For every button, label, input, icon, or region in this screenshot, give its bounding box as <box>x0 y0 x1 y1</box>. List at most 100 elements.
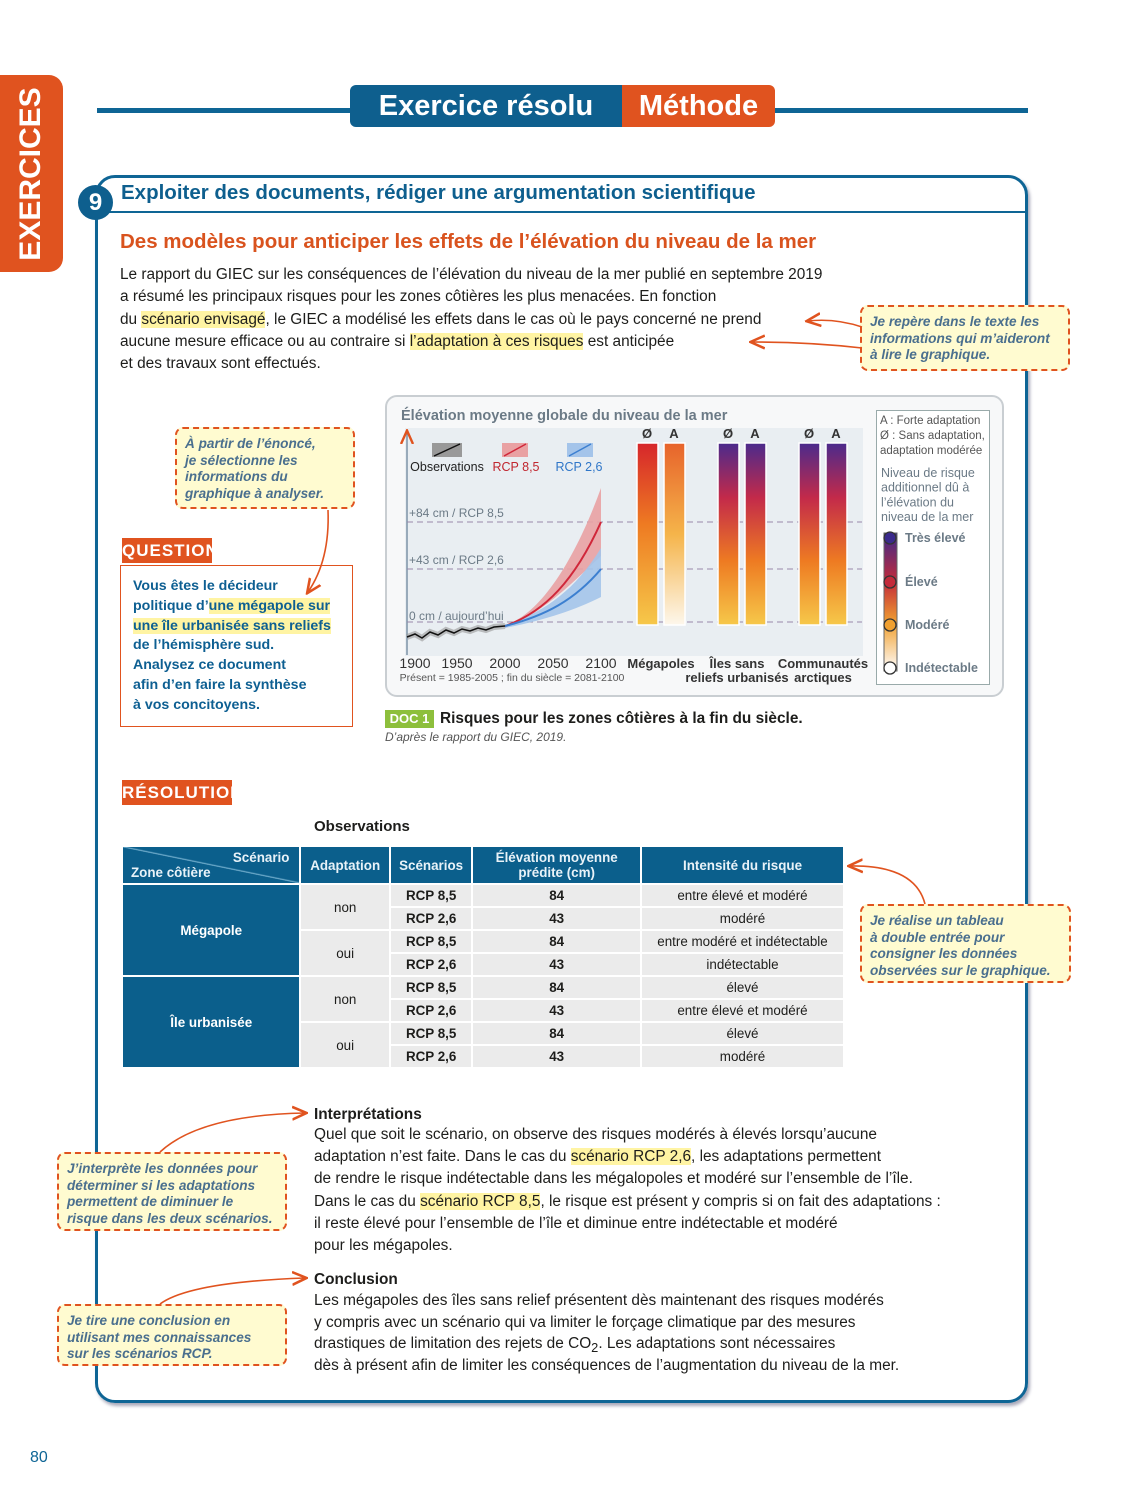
highlight: scénario RCP 2,6 <box>570 1148 692 1166</box>
exercise-subtitle: Des modèles pour anticiper les effets de… <box>120 230 817 253</box>
table-cell: RCP 8,5 <box>388 1021 474 1046</box>
table-cell: 84 <box>471 975 642 1000</box>
text-line: il reste élevé pour l’ensemble de l’île … <box>314 1215 838 1233</box>
table-cell: modéré <box>640 906 845 931</box>
column-header: Élévation moyenne prédite (cm) <box>471 845 642 885</box>
table-cell: RCP 2,6 <box>388 1044 474 1069</box>
callout-line: Je tire une conclusion en <box>67 1313 231 1328</box>
header-tab: Méthode <box>622 85 775 127</box>
text-line: a résumé les principaux risques pour les… <box>120 288 716 306</box>
corner-bottom: Zone côtière <box>131 865 211 880</box>
adaptation-cell: non <box>299 883 391 931</box>
table-row: Île urbanisée non RCP 8,5 84 élevé <box>120 975 845 1069</box>
question-label: QUESTION <box>122 538 218 563</box>
text-span: de rendre le risque indétectable dans le… <box>314 1170 913 1188</box>
text-line: afin d’en faire la synthèse <box>133 677 306 693</box>
table-row: RCP 2,6 43 entre élevé et modéré <box>122 998 845 1023</box>
corner-top: Scénario <box>232 850 290 865</box>
question-box: Vous êtes le décideur politique d’une még… <box>120 565 353 727</box>
exercise-title: Exploiter des documents, rédiger une arg… <box>121 181 756 204</box>
text-line: Dans le cas du scénario RCP 8,5, le risq… <box>314 1192 941 1211</box>
text-line: dès à présent afin de limiter les conséq… <box>314 1357 899 1375</box>
highlight: l’adaptation à ces risques <box>409 332 584 350</box>
callout: Je repère dans le texte les informations … <box>860 305 1070 371</box>
text-span: afin d’en faire la synthèse <box>133 677 307 693</box>
plot-area <box>405 428 863 656</box>
callout: J’interprète les données pour déterminer … <box>57 1152 287 1231</box>
text-line: adaptation n’est faite. Dans le cas du s… <box>314 1148 881 1166</box>
callout-line: informations du <box>185 469 288 484</box>
table-cell: 43 <box>471 906 642 931</box>
table-row: RCP 2,6 43 indétectable <box>122 952 845 977</box>
text-span: . Les adaptations sont nécessaires <box>598 1335 836 1353</box>
text-span: dès à présent afin de limiter les conséq… <box>314 1356 900 1374</box>
zone-cell: Mégapole <box>120 883 302 977</box>
title-rule <box>95 211 1028 213</box>
callout-line: observées sur le graphique. <box>870 962 1051 978</box>
sidebar-label: EXERCICES <box>14 87 47 261</box>
text-span: y compris avec un scénario qui va limite… <box>314 1313 856 1331</box>
table-cell: RCP 8,5 <box>388 975 474 1000</box>
text-line: Les mégapoles des îles sans relief prése… <box>314 1292 884 1310</box>
text-line: et des travaux sont effectués. <box>120 355 321 373</box>
column-header: Scénarios <box>388 845 474 885</box>
table-cell: élevé <box>640 975 845 1000</box>
table-cell: indétectable <box>640 952 845 977</box>
text-line: de rendre le risque indétectable dans le… <box>314 1170 913 1188</box>
text-span: est anticipée <box>583 332 675 350</box>
interpretation-heading: Interprétations <box>314 1106 422 1123</box>
highlight: scénario RCP 8,5 <box>420 1192 541 1210</box>
callout-line: sur les scénarios RCP. <box>67 1346 213 1361</box>
text-line: Analysez ce document <box>133 657 286 673</box>
text-line: à vos concitoyens. <box>133 697 260 713</box>
text-line: une île urbanisée sans reliefs <box>133 617 331 634</box>
text-span: aucune mesure efficace ou au contraire s… <box>120 332 410 350</box>
callout-line: consigner les données <box>870 946 1018 961</box>
table-cell: RCP 2,6 <box>388 906 474 931</box>
text-line: aucune mesure efficace ou au contraire s… <box>120 332 675 351</box>
table-cell: 43 <box>471 952 642 977</box>
corner-cell: Scénario Zone côtière <box>120 845 302 885</box>
header-row: Scénario Zone côtière Adaptation Scénarios É… <box>120 845 845 885</box>
risk-key <box>876 410 990 685</box>
callout-line: J’interprète les données pour <box>67 1161 258 1176</box>
table-cell: 84 <box>471 1021 642 1046</box>
resolution-label: RÉSOLUTION <box>122 780 242 805</box>
table-row: oui RCP 8,5 84 entre modéré et indétectable <box>122 929 845 977</box>
text-line: pour les mégapoles. <box>314 1237 453 1255</box>
table-cell: RCP 2,6 <box>388 998 474 1023</box>
callout-line: permettent de diminuer le <box>67 1194 234 1209</box>
exercise-frame <box>95 175 1028 1403</box>
text-line: Quel que soit le scénario, on observe de… <box>314 1126 877 1144</box>
text-span: et des travaux sont effectués. <box>120 355 321 373</box>
callout-line: je sélectionne les <box>185 452 298 468</box>
text-span: Dans le cas du <box>314 1192 421 1210</box>
doc-title: Risques pour les zones côtières à la fin… <box>440 710 803 727</box>
text-span: a résumé les principaux risques pour les… <box>120 288 717 306</box>
text-span: , le risque est présent y compris si on … <box>540 1192 941 1210</box>
callout-line: utilisant mes connaissances <box>67 1329 252 1345</box>
text-span: à vos concitoyens. <box>133 696 260 713</box>
table-cell: RCP 8,5 <box>388 929 474 954</box>
table-cell: RCP 8,5 <box>388 883 474 908</box>
table-row: RCP 2,6 43 modéré <box>122 1044 845 1069</box>
callout-line: À partir de l’énoncé, <box>185 436 316 451</box>
text-span: Vous êtes le décideur <box>133 578 278 594</box>
table-row: Mégapole non RCP 8,5 84 entre élevé et modér… <box>120 883 845 977</box>
text-line: du scénario envisagé, le GIEC a modélisé… <box>120 310 761 329</box>
conclusion-heading: Conclusion <box>314 1271 398 1288</box>
table-cell: RCP 2,6 <box>388 952 474 977</box>
table-cell: 43 <box>471 998 642 1023</box>
callout-line: Je réalise un tableau <box>870 913 1004 928</box>
callout-line: déterminer si les adaptations <box>67 1177 256 1193</box>
table-cell: 84 <box>471 929 642 954</box>
table-cell: 84 <box>471 883 642 908</box>
text-span: du <box>120 310 142 328</box>
text-line: de l’hémisphère sud. <box>133 637 274 653</box>
text-span: 2 <box>591 1340 599 1356</box>
text-span: pour les mégapoles. <box>314 1237 453 1254</box>
callout: À partir de l’énoncé, je sélectionne les i… <box>175 427 355 509</box>
adaptation-cell: oui <box>299 929 391 977</box>
text-line: drastiques de limitation des rejets de C… <box>314 1335 835 1355</box>
